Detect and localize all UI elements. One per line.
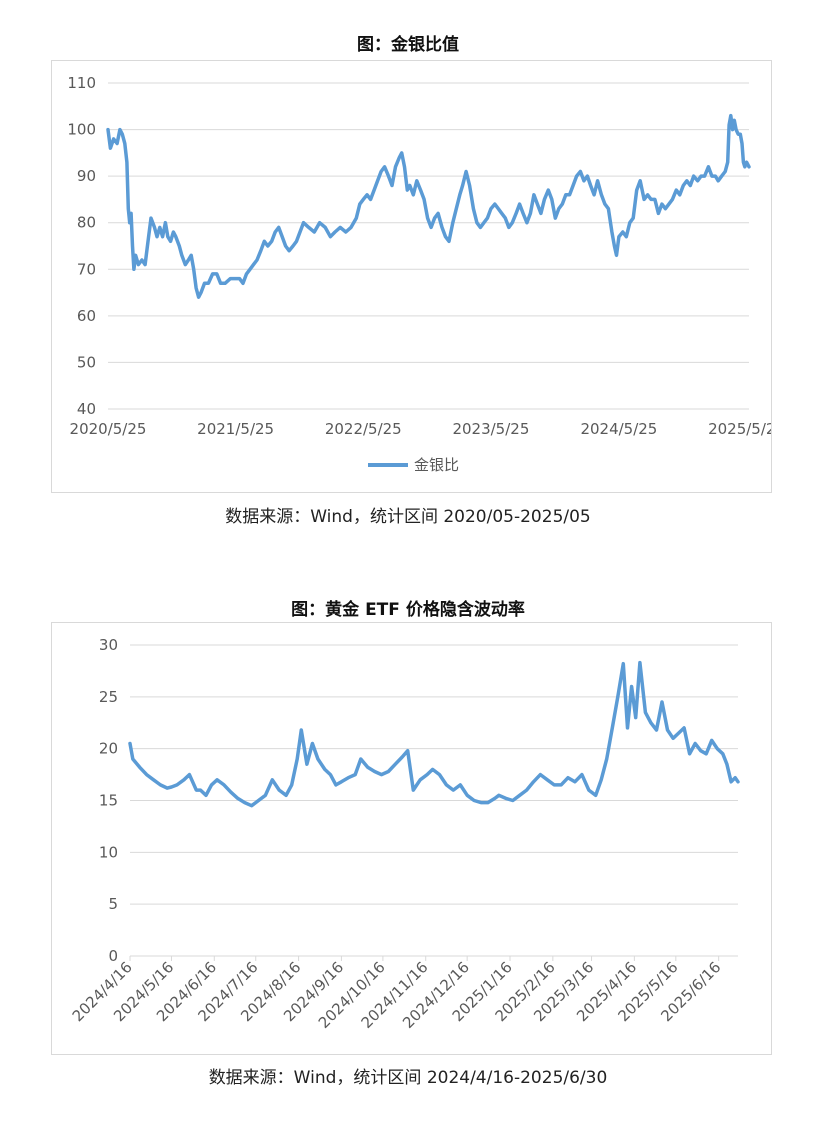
y-tick-label: 50 [77,353,96,371]
y-tick-label: 30 [99,636,118,654]
x-tick-label: 2023/5/25 [452,420,529,438]
y-tick-label: 90 [77,167,96,185]
chart1-title: 图：金银比值 [357,35,459,55]
gold-silver-ratio-chart: 40 50 60 70 80 90 100 110 2020/5/25 2021/5/25 2022… [67,74,785,474]
y-tick-label: 0 [108,947,118,965]
series-line [128,660,740,808]
y-tick-label: 70 [77,260,96,278]
y-tick-label: 5 [108,895,118,913]
legend-label: 金银比 [414,456,459,474]
chart1-frame: 40 50 60 70 80 90 100 110 2020/5/25 2021/5/25 2022… [51,60,785,493]
y-tick-label: 40 [77,400,96,418]
x-tick-label: 2024/5/25 [580,420,657,438]
y-tick-label: 110 [67,74,96,92]
gold-etf-implied-vol-chart: 0510152025302024/4/162024/5/162024/6/162… [69,636,740,1032]
x-tick-label: 2021/5/25 [197,420,274,438]
y-tick-label: 60 [77,307,96,325]
y-tick-label: 20 [99,740,118,758]
y-tick-label: 15 [99,792,118,810]
y-tick-label: 80 [77,214,96,232]
chart2-frame: 0 5 10 15 20 25 30 2024/4/16 2024/5/16 2024/6/16 2… [51,622,772,1055]
series-line [106,113,751,299]
y-tick-label: 10 [99,843,118,861]
chart2-source: 数据来源：Wind，统计区间 2024/4/16-2025/6/30 [208,1068,608,1088]
x-tick-label: 2022/5/25 [325,420,402,438]
y-tick-label: 100 [67,121,96,139]
x-tick-label: 2020/5/25 [70,420,147,438]
y-tick-label: 25 [99,688,118,706]
chart1-source: 数据来源：Wind，统计区间 2020/05-2025/05 [225,507,591,527]
chart2-title: 图：黄金 ETF 价格隐含波动率 [291,600,525,620]
x-tick-label: 2025/5/25 [708,420,771,438]
